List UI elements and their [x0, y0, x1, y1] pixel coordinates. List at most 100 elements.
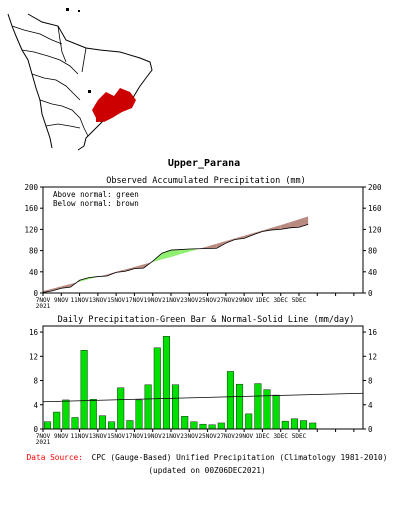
daily-ytick-label-left: 0	[33, 425, 38, 434]
accumulated-chart: Observed Accumulated Precipitation (mm) …	[24, 176, 382, 310]
accumulated-ytick-label-left: 80	[29, 247, 39, 256]
accumulated-xtick-label: 11NOV	[71, 297, 89, 304]
daily-xtick-label: 21NOV	[162, 433, 180, 440]
accumulated-xtick-label: 21NOV	[162, 297, 180, 304]
above-normal-segment	[161, 250, 171, 260]
accumulated-xtick-label: 25NOV	[199, 297, 217, 304]
accumulated-ytick-label-right: 120	[368, 225, 382, 234]
daily-ytick-label-right: 4	[368, 401, 373, 410]
accumulated-ytick-label-right: 160	[368, 204, 382, 213]
region-edge	[96, 118, 102, 122]
daily-bar	[126, 420, 134, 430]
daily-xtick-label: 17NOV	[125, 433, 143, 440]
below-normal-segment	[207, 243, 217, 249]
daily-bar	[53, 411, 61, 430]
accumulated-xtick-label: 5DEC	[292, 297, 307, 304]
daily-bar	[135, 399, 143, 430]
daily-bar	[290, 418, 298, 430]
daily-bar	[300, 420, 308, 430]
daily-bars	[44, 336, 317, 430]
daily-bar	[190, 421, 198, 430]
below-normal-segment	[134, 264, 144, 269]
daily-bar	[44, 421, 52, 430]
accumulated-xtick-label: 15NOV	[107, 297, 125, 304]
daily-plot-frame	[42, 325, 364, 430]
accumulated-xtick-label: 23NOV	[180, 297, 198, 304]
accumulated-xtick-label: 13NOV	[89, 297, 107, 304]
accumulated-chart-title: Observed Accumulated Precipitation (mm)	[106, 176, 306, 186]
below-normal-segment	[262, 227, 272, 232]
below-normal-segment	[116, 269, 126, 273]
daily-ytick-label-right: 12	[368, 352, 377, 361]
daily-xtick-label: 27NOV	[217, 433, 235, 440]
west-coast	[7, 13, 53, 149]
daily-ytick-label-left: 16	[29, 328, 39, 337]
daily-xtick-label: 29NOV	[235, 433, 253, 440]
accumulated-ytick-label-left: 200	[24, 183, 38, 192]
data-source-text: CPC (Gauge-Based) Unified Precipitation …	[92, 453, 388, 462]
region-title: Upper_Parana	[168, 158, 240, 169]
daily-ytick-label-right: 0	[368, 425, 373, 434]
accumulated-xtick-label: 1DEC	[255, 297, 270, 304]
above-normal-segment	[171, 249, 181, 257]
daily-xtick-label: 13NOV	[89, 433, 107, 440]
daily-bar	[153, 347, 161, 430]
above-normal-segment	[180, 249, 190, 255]
daily-bar	[199, 423, 207, 430]
daily-bar	[144, 384, 152, 430]
below-normal-segment	[280, 222, 290, 230]
accumulated-xtick-label: 27NOV	[217, 297, 235, 304]
below-normal-segment	[289, 219, 299, 228]
accumulated-ytick-label-right: 40	[368, 268, 378, 277]
daily-bar	[71, 417, 79, 430]
daily-bar	[62, 399, 70, 430]
below-normal-segment	[97, 274, 107, 277]
data-source-label: Data Source:	[27, 453, 83, 462]
accumulated-plot-frame	[42, 186, 364, 294]
daily-bar	[181, 416, 189, 430]
accumulated-xtick-label: 9NOV	[54, 297, 69, 304]
accumulated-xtick-label-year: 2021	[36, 303, 51, 310]
accumulated-xtick-label: 17NOV	[125, 297, 143, 304]
below-normal-segment	[299, 216, 309, 228]
accumulated-ytick-label-right: 0	[368, 289, 373, 298]
daily-ytick-label-right: 16	[368, 328, 378, 337]
daily-xtick-label: 3DEC	[273, 433, 288, 440]
accumulated-ytick-label-left: 0	[33, 289, 38, 298]
accumulated-xtick-label: 19NOV	[144, 297, 162, 304]
accumulated-ytick-label-right: 80	[368, 247, 378, 256]
daily-xtick-label: 5DEC	[292, 433, 307, 440]
daily-bar	[236, 383, 244, 430]
daily-xtick-label: 19NOV	[144, 433, 162, 440]
daily-xtick-label: 1DEC	[255, 433, 270, 440]
daily-bar	[254, 383, 262, 430]
below-normal-segment	[216, 241, 226, 249]
accumulated-ytick-label-left: 40	[29, 268, 39, 277]
daily-xtick-label: 23NOV	[180, 433, 198, 440]
above-normal-segment	[189, 248, 199, 252]
daily-xtick-label: 11NOV	[71, 433, 89, 440]
legend-below-normal: Below normal: brown	[53, 199, 139, 208]
daily-chart: Daily Precipitation-Green Bar & Normal-S…	[29, 315, 378, 446]
daily-chart-title: Daily Precipitation-Green Bar & Normal-S…	[58, 315, 355, 325]
daily-xtick-label: 25NOV	[199, 433, 217, 440]
interior-borders	[11, 25, 89, 137]
daily-bar	[117, 387, 125, 430]
below-normal-segment	[271, 225, 281, 230]
updated-note: (updated on 00Z06DEC2021)	[148, 466, 265, 475]
daily-ytick-label-right: 8	[368, 377, 373, 386]
daily-bar	[272, 394, 280, 430]
accumulated-xtick-label: 7NOV	[36, 297, 51, 304]
coastline	[27, 13, 153, 151]
daily-ytick-label-left: 4	[33, 401, 38, 410]
accumulated-xtick-label: 3DEC	[273, 297, 288, 304]
daily-bar	[108, 421, 116, 430]
accumulated-ytick-label-left: 120	[24, 225, 38, 234]
legend-above-normal: Above normal: green	[53, 190, 139, 199]
daily-bar	[89, 399, 97, 430]
daily-bar	[98, 415, 106, 430]
daily-xtick-label-year: 2021	[36, 439, 51, 446]
highlighted-region	[92, 88, 136, 122]
